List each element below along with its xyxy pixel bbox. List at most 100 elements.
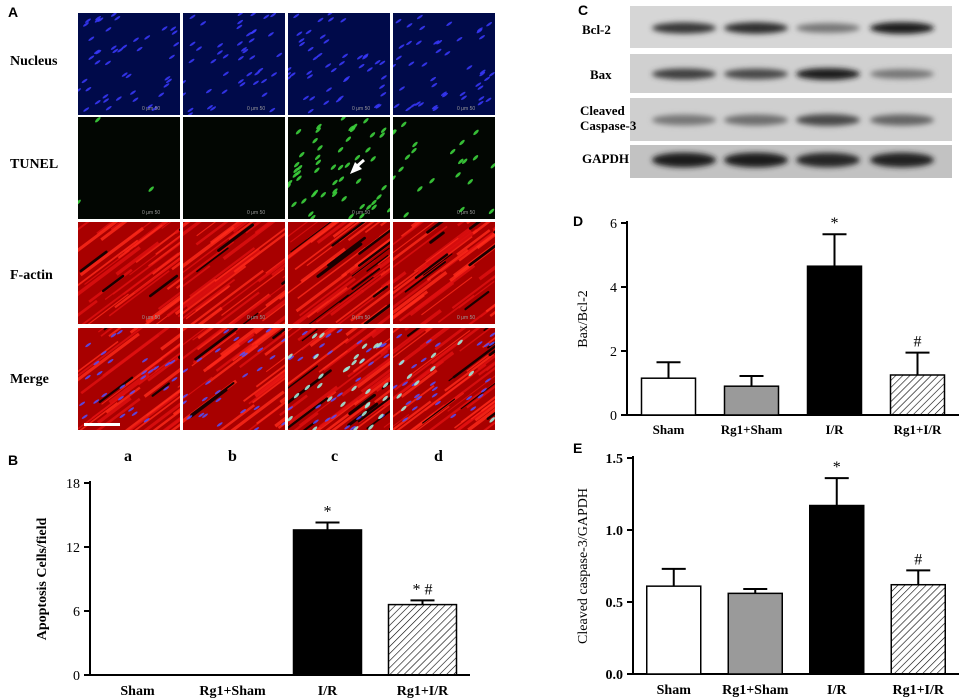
bar-rg1-i-r bbox=[387, 603, 458, 676]
x-tick-label: I/R bbox=[825, 422, 844, 437]
bar-rg1-sham bbox=[727, 592, 783, 675]
blot-band bbox=[870, 152, 934, 168]
x-tick-label: I/R bbox=[318, 684, 338, 699]
y-tick-label: 0.0 bbox=[606, 668, 624, 683]
y-tick-label: 2 bbox=[610, 345, 617, 360]
micrograph-merge-d bbox=[393, 328, 495, 430]
x-tick-label: Sham bbox=[653, 422, 685, 437]
micrograph-tunel-a: 0 μm 50 bbox=[78, 117, 180, 219]
row-label-merge: Merge bbox=[10, 372, 49, 387]
micrograph-nucleus-c: 0 μm 50 bbox=[288, 13, 390, 115]
arrow-icon bbox=[350, 158, 365, 174]
panel-label-e: E bbox=[573, 440, 583, 456]
y-tick-label: 0.5 bbox=[606, 596, 624, 611]
micrograph-tunel-c: 0 μm 50 bbox=[288, 117, 390, 219]
micrograph-f-actin-b: 0 μm 50 bbox=[183, 222, 285, 324]
micrograph-nucleus-a: 0 μm 50 bbox=[78, 13, 180, 115]
significance-marker: * bbox=[831, 215, 839, 232]
scale-text: 0 μm 50 bbox=[457, 106, 475, 112]
blot-band bbox=[870, 69, 934, 79]
scale-text: 0 μm 50 bbox=[142, 106, 160, 112]
x-tick-label: I/R bbox=[827, 683, 847, 698]
bar-rg1-sham bbox=[723, 385, 780, 416]
scale-text: 0 μm 50 bbox=[352, 106, 370, 112]
blot-band bbox=[652, 114, 716, 126]
y-tick-label: 12 bbox=[66, 541, 80, 556]
significance-marker: # bbox=[914, 334, 922, 351]
y-tick-label: 0 bbox=[610, 409, 617, 424]
blot-band bbox=[652, 152, 716, 168]
blot-band bbox=[870, 114, 934, 126]
scale-bar bbox=[84, 423, 120, 426]
significance-marker: # bbox=[914, 551, 922, 568]
blot-band bbox=[652, 22, 716, 34]
panel-label-d: D bbox=[573, 213, 584, 229]
blot-band bbox=[796, 152, 860, 168]
bar-i-r bbox=[292, 529, 363, 676]
x-tick-label: Rg1+I/R bbox=[894, 422, 942, 437]
panel-label-c: C bbox=[578, 2, 589, 18]
column-label-a: a bbox=[124, 448, 132, 465]
row-label-f-actin: F-actin bbox=[10, 268, 53, 283]
bar-rg1-i-r bbox=[890, 583, 946, 675]
y-tick-label: 1.5 bbox=[606, 452, 624, 467]
x-tick-label: Rg1+Sham bbox=[721, 422, 783, 437]
scale-text: 0 μm 50 bbox=[457, 210, 475, 216]
blot-strip-gapdh bbox=[630, 145, 952, 178]
x-tick-label: Rg1+Sham bbox=[199, 684, 266, 699]
column-label-d: d bbox=[434, 448, 443, 465]
scale-text: 0 μm 50 bbox=[142, 315, 160, 321]
y-tick-label: 18 bbox=[66, 477, 80, 492]
micrograph-merge-a bbox=[78, 328, 180, 430]
bar-sham bbox=[646, 585, 702, 675]
x-tick-label: Rg1+I/R bbox=[397, 684, 449, 699]
scale-text: 0 μm 50 bbox=[247, 210, 265, 216]
western-blot bbox=[630, 6, 952, 178]
y-tick-label: 6 bbox=[610, 217, 617, 232]
micrograph-merge-b bbox=[183, 328, 285, 430]
blot-band bbox=[724, 152, 788, 168]
row-label-tunel: TUNEL bbox=[10, 157, 59, 172]
significance-marker: * # bbox=[413, 581, 433, 598]
y-tick-label: 6 bbox=[73, 605, 80, 620]
scale-text: 0 μm 50 bbox=[247, 315, 265, 321]
blot-label-gapdh: GAPDH bbox=[582, 151, 629, 166]
scale-text: 0 μm 50 bbox=[457, 315, 475, 321]
x-tick-label: Rg1+Sham bbox=[722, 683, 789, 698]
panel-label-b: B bbox=[8, 452, 19, 468]
significance-marker: * bbox=[833, 459, 841, 476]
y-axis-label: Apoptosis Cells/field bbox=[35, 518, 50, 641]
micrograph-tunel-b: 0 μm 50 bbox=[183, 117, 285, 219]
chart-d: 0 2 4 6 Bax/Bcl-2 Sham Rg1+Sham * I/R # Rg1+I/R bbox=[576, 215, 959, 437]
blot-band bbox=[724, 22, 788, 34]
micrograph-nucleus-d: 0 μm 50 bbox=[393, 13, 495, 115]
x-tick-label: Sham bbox=[120, 684, 155, 699]
scale-text: 0 μm 50 bbox=[352, 315, 370, 321]
micrograph-merge-c bbox=[288, 328, 390, 430]
y-tick-label: 0 bbox=[73, 669, 80, 684]
micrograph-f-actin-a: 0 μm 50 bbox=[78, 222, 180, 324]
micrograph-tunel-d: 0 μm 50 bbox=[393, 117, 495, 219]
blot-label-cleaved-caspase-3: Cleaved Caspase-3 bbox=[580, 103, 637, 133]
column-label-b: b bbox=[228, 448, 237, 465]
bar-rg1-i-r bbox=[889, 374, 946, 416]
row-label-nucleus: Nucleus bbox=[10, 54, 58, 69]
blot-label-bcl-2: Bcl-2 bbox=[582, 22, 611, 37]
blot-strip-bax bbox=[630, 54, 952, 93]
blot-band bbox=[652, 68, 716, 80]
blot-strip-cleaved-caspase-3 bbox=[630, 98, 952, 141]
blot-band bbox=[870, 22, 934, 34]
scale-text: 0 μm 50 bbox=[247, 106, 265, 112]
column-label-c: c bbox=[331, 448, 339, 465]
blot-band bbox=[796, 114, 860, 126]
micrograph-f-actin-c: 0 μm 50 bbox=[288, 222, 390, 324]
x-tick-label: Rg1+I/R bbox=[892, 683, 944, 698]
y-tick-label: 1.0 bbox=[606, 524, 624, 539]
significance-marker: * bbox=[324, 503, 332, 520]
chart-e: 0.0 0.5 1.0 1.5 Cleaved caspase-3/GAPDH Sham R… bbox=[576, 452, 959, 698]
blot-band bbox=[796, 23, 860, 33]
scale-text: 0 μm 50 bbox=[352, 210, 370, 216]
chart-b: 0 6 12 18 Apoptosis Cells/field Sham Rg1+Sham *… bbox=[35, 477, 470, 699]
micrograph-nucleus-b: 0 μm 50 bbox=[183, 13, 285, 115]
